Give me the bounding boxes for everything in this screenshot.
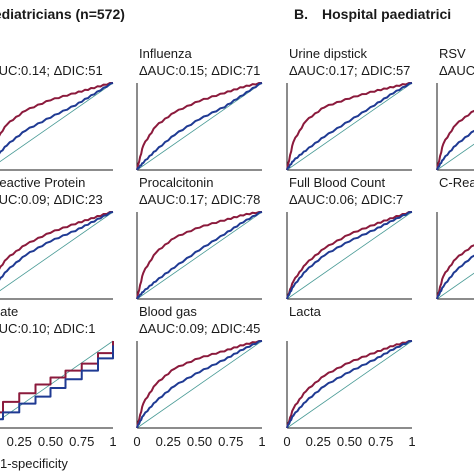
x-tick-label: 0.50 xyxy=(337,434,362,449)
panel-b-title: Hospital paediatrici xyxy=(322,6,452,22)
x-tick-label: 1 xyxy=(109,434,116,449)
roc-curve-red xyxy=(136,211,262,300)
panel-title: Procalcitonin xyxy=(139,175,213,190)
reference-diagonal xyxy=(0,82,114,163)
roc-curve-red xyxy=(136,82,262,171)
panel-subtitle: AUC:0.14; ΔDIC:51 xyxy=(0,63,103,78)
reference-diagonal xyxy=(286,211,413,300)
roc-curve-blue xyxy=(286,82,413,171)
panel-title: RSV xyxy=(439,46,466,61)
roc-curve-red xyxy=(436,244,474,300)
panel-b-letter: B. xyxy=(294,6,308,22)
roc-panel: state AUC:0.10; ΔDIC:1 xyxy=(0,304,114,429)
roc-panel: Lacta xyxy=(286,304,413,429)
reference-diagonal xyxy=(136,340,263,429)
panel-a-header: aediatricians (n=572) xyxy=(0,6,125,22)
panel-subtitle: ΔAUC:0.17; ΔDIC:78 xyxy=(139,192,260,207)
x-tick-label: 0.25 xyxy=(7,434,32,449)
panel-title: Lacta xyxy=(289,304,322,319)
roc-panel: Full Blood Count ΔAUC:0.06; ΔDIC:7 xyxy=(286,175,413,300)
roc-curve-red xyxy=(286,340,412,429)
panel-title: C-Rea xyxy=(439,175,474,190)
roc-curve-blue xyxy=(436,254,474,300)
roc-curve-blue xyxy=(136,82,263,171)
panel-subtitle: AUC:0.09; ΔDIC:23 xyxy=(0,192,103,207)
reference-diagonal xyxy=(436,272,474,300)
x-tick-label: 0.75 xyxy=(218,434,243,449)
roc-panel: Influenza ΔAUC:0.15; ΔDIC:71 xyxy=(136,46,263,171)
panel-b-header: B. Hospital paediatrici xyxy=(294,6,451,22)
x-tick-label: 1 xyxy=(408,434,415,449)
panel-title: Reactive Protein xyxy=(0,175,85,190)
x-tick-label: 1 xyxy=(258,434,265,449)
panel-subtitle: ΔAUC:0.15; ΔDIC:71 xyxy=(139,63,260,78)
x-tick-label: 0.50 xyxy=(187,434,212,449)
roc-curve-blue xyxy=(136,211,263,300)
x-tick-label: 0 xyxy=(283,434,290,449)
reference-diagonal xyxy=(286,82,413,171)
panel-title: Blood gas xyxy=(139,304,197,319)
roc-panel: RSV ΔAUC:0. xyxy=(436,46,474,171)
panel-title: Influenza xyxy=(139,46,193,61)
panel-title: Full Blood Count xyxy=(289,175,385,190)
reference-diagonal xyxy=(286,340,413,429)
panel-title: Urine dipstick xyxy=(289,46,368,61)
roc-curve-blue xyxy=(286,211,413,300)
roc-panel: C-Rea xyxy=(436,175,474,300)
roc-curve-blue xyxy=(0,82,114,155)
reference-diagonal xyxy=(136,82,263,171)
roc-curve-red xyxy=(0,82,113,137)
panel-subtitle: ΔAUC:0. xyxy=(439,63,474,78)
reference-diagonal xyxy=(436,143,474,171)
reference-diagonal xyxy=(136,211,263,300)
panel-subtitle: ΔAUC:0.09; ΔDIC:45 xyxy=(139,321,260,336)
roc-panel: Urine dipstick ΔAUC:0.17; ΔDIC:57 xyxy=(286,46,413,171)
roc-curve-blue xyxy=(436,129,474,171)
roc-curve-red xyxy=(436,109,474,171)
panel-subtitle: ΔAUC:0.17; ΔDIC:57 xyxy=(289,63,410,78)
roc-curve-red xyxy=(286,82,412,171)
x-tick-label: 0.75 xyxy=(69,434,94,449)
x-tick-label: 0.25 xyxy=(306,434,331,449)
reference-diagonal xyxy=(0,211,114,292)
reference-diagonal xyxy=(0,340,114,421)
roc-panel: Procalcitonin ΔAUC:0.17; ΔDIC:78 xyxy=(136,175,263,300)
roc-curve-blue xyxy=(0,211,114,281)
x-tick-label: 0.50 xyxy=(38,434,63,449)
roc-panel: Reactive Protein AUC:0.09; ΔDIC:23 xyxy=(0,175,114,300)
roc-curve-blue xyxy=(136,340,263,429)
x-axis-title: 1-specificity xyxy=(0,456,68,471)
panel-title: state xyxy=(0,304,18,319)
roc-curve-red xyxy=(0,211,113,270)
roc-panel: VAUC:0.14; ΔDIC:51 xyxy=(0,63,114,171)
panel-subtitle: ΔAUC:0.06; ΔDIC:7 xyxy=(289,192,403,207)
roc-panel: Blood gas ΔAUC:0.09; ΔDIC:45 xyxy=(136,304,263,429)
panel-subtitle: AUC:0.10; ΔDIC:1 xyxy=(0,321,96,336)
x-tick-label: 0 xyxy=(133,434,140,449)
roc-curve-red xyxy=(136,340,262,429)
roc-curve-blue xyxy=(286,340,413,429)
roc-curve-blue xyxy=(0,345,114,421)
roc-curve-red xyxy=(286,211,412,300)
x-tick-label: 0.25 xyxy=(156,434,181,449)
x-tick-label: 0.75 xyxy=(368,434,393,449)
roc-curve-red xyxy=(0,341,114,414)
